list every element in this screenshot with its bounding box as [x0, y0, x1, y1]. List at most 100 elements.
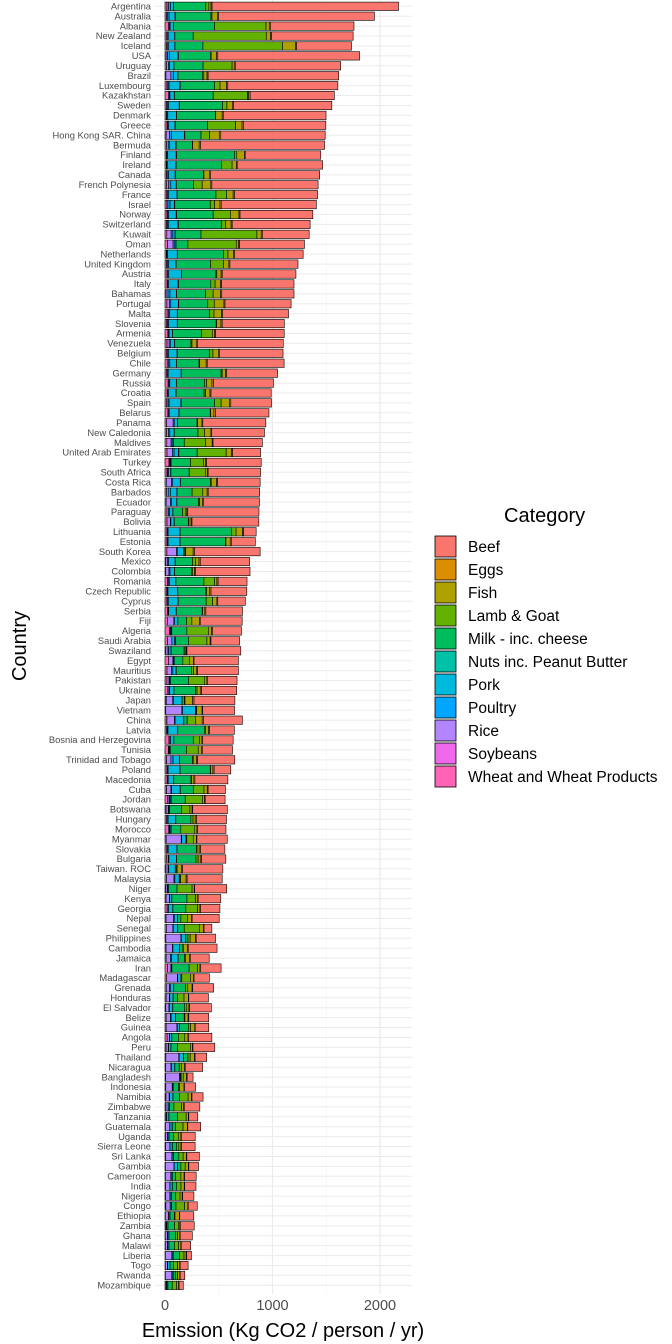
segment-milk-inc-cheese: [177, 953, 185, 963]
segment-milk-inc-cheese: [178, 51, 211, 61]
segment-beef: [261, 229, 310, 239]
segment-beef: [206, 358, 285, 368]
segment-pork: [174, 616, 178, 626]
segment-milk-inc-cheese: [177, 249, 224, 259]
segment-milk-inc-cheese: [169, 1211, 175, 1221]
segment-lamb-goat: [209, 348, 214, 358]
bar-uruguay: [164, 61, 341, 71]
y-tick-label: Zambia: [120, 1220, 152, 1231]
segment-lamb-goat: [234, 150, 238, 160]
segment-wheat-and-wheat-products: [164, 775, 168, 785]
y-tick-label: Morocco: [115, 823, 151, 834]
segment-rice: [165, 1251, 173, 1261]
segment-beef: [213, 378, 274, 388]
segment-beef: [205, 606, 243, 616]
segment-fish: [179, 1082, 185, 1092]
segment-milk-inc-cheese: [179, 943, 184, 953]
legend-item-soybeans: Soybeans: [434, 742, 537, 765]
segment-rice: [166, 676, 170, 686]
bar-bahamas: [164, 289, 295, 299]
bar-malta: [164, 309, 289, 319]
bar-colombia: [164, 566, 251, 576]
segment-fish: [212, 596, 218, 606]
segment-beef: [182, 1191, 195, 1201]
segment-lamb-goat: [171, 1280, 177, 1290]
segment-pork: [177, 1023, 180, 1033]
segment-beef: [199, 557, 250, 567]
segment-beef: [221, 279, 295, 289]
segment-milk-inc-cheese: [174, 1062, 180, 1072]
segment-milk-inc-cheese: [176, 378, 205, 388]
segment-wheat-and-wheat-products: [164, 91, 169, 101]
bar-saudi-arabia: [164, 636, 240, 646]
segment-beef: [192, 1042, 216, 1052]
segment-fish: [195, 715, 203, 725]
segment-lamb-goat: [215, 190, 228, 200]
y-tick-label: French Polynesia: [79, 179, 152, 190]
segment-beef: [217, 477, 261, 487]
segment-fish: [185, 547, 194, 557]
segment-beef: [197, 894, 222, 904]
y-tick-label: Belgium: [117, 348, 151, 359]
segment-wheat-and-wheat-products: [164, 666, 168, 676]
segment-rice: [165, 1052, 180, 1062]
segment-milk-inc-cheese: [176, 358, 200, 368]
segment-rice: [165, 1142, 171, 1152]
segment-fish: [184, 1032, 189, 1042]
segment-beef: [243, 120, 327, 130]
segment-wheat-and-wheat-products: [164, 576, 168, 586]
y-tick-label: South Korea: [99, 546, 152, 557]
segment-beef: [194, 1052, 208, 1062]
bar-canada: [164, 170, 320, 180]
segment-fish: [177, 1231, 181, 1241]
bar-south-africa: [164, 467, 261, 477]
segment-pork: [171, 785, 181, 795]
bar-peru: [164, 1042, 216, 1052]
bar-france: [164, 190, 318, 200]
segment-lamb-goat: [191, 487, 204, 497]
segment-fish: [206, 378, 213, 388]
y-tick-label: Latvia: [126, 724, 152, 735]
legend-item-wheat-and-wheat-products: Wheat and Wheat Products: [434, 765, 658, 788]
y-tick-label: South Africa: [100, 467, 151, 478]
bar-tunisia: [164, 745, 233, 755]
bar-netherlands: [164, 249, 304, 259]
y-tick-label: Mozambique: [97, 1280, 151, 1291]
segment-beef: [231, 219, 311, 229]
segment-wheat-and-wheat-products: [164, 963, 168, 973]
bar-usa: [164, 51, 360, 61]
segment-fish: [208, 1, 212, 11]
segment-fish: [193, 666, 198, 676]
segment-fish: [215, 110, 223, 120]
segment-lamb-goat: [193, 180, 203, 190]
segment-beef: [189, 1003, 212, 1013]
y-tick-label: Congo: [123, 1200, 151, 1211]
y-tick-label: Japan: [125, 695, 151, 706]
segment-milk-inc-cheese: [173, 685, 196, 695]
segment-wheat-and-wheat-products: [164, 239, 168, 249]
x-tick-label: 1000: [256, 1298, 288, 1314]
y-tick-label: Georgia: [118, 903, 152, 914]
bar-paraguay: [164, 507, 260, 517]
segment-lamb-goat: [190, 457, 204, 467]
legend-swatch: [434, 696, 457, 719]
segment-milk-inc-cheese: [181, 695, 185, 705]
segment-milk-inc-cheese: [174, 229, 202, 239]
segment-fish: [219, 81, 227, 91]
segment-beef: [188, 1013, 209, 1023]
segment-fish: [197, 904, 201, 914]
segment-pork: [171, 497, 178, 507]
y-tick-label: Oman: [125, 238, 151, 249]
bar-slovenia: [164, 319, 285, 329]
segment-pork: [167, 775, 174, 785]
segment-milk-inc-cheese: [170, 794, 186, 804]
segment-pork: [169, 894, 172, 904]
segment-pork: [168, 646, 172, 656]
y-tick-label: Bahamas: [111, 288, 151, 299]
segment-fish: [203, 785, 208, 795]
bar-ukraine: [164, 685, 238, 695]
bar-swaziland: [164, 646, 242, 656]
segment-lamb-goat: [176, 1181, 182, 1191]
y-tick-label: New Caledonia: [87, 427, 151, 438]
segment-milk-inc-cheese: [171, 1191, 177, 1201]
